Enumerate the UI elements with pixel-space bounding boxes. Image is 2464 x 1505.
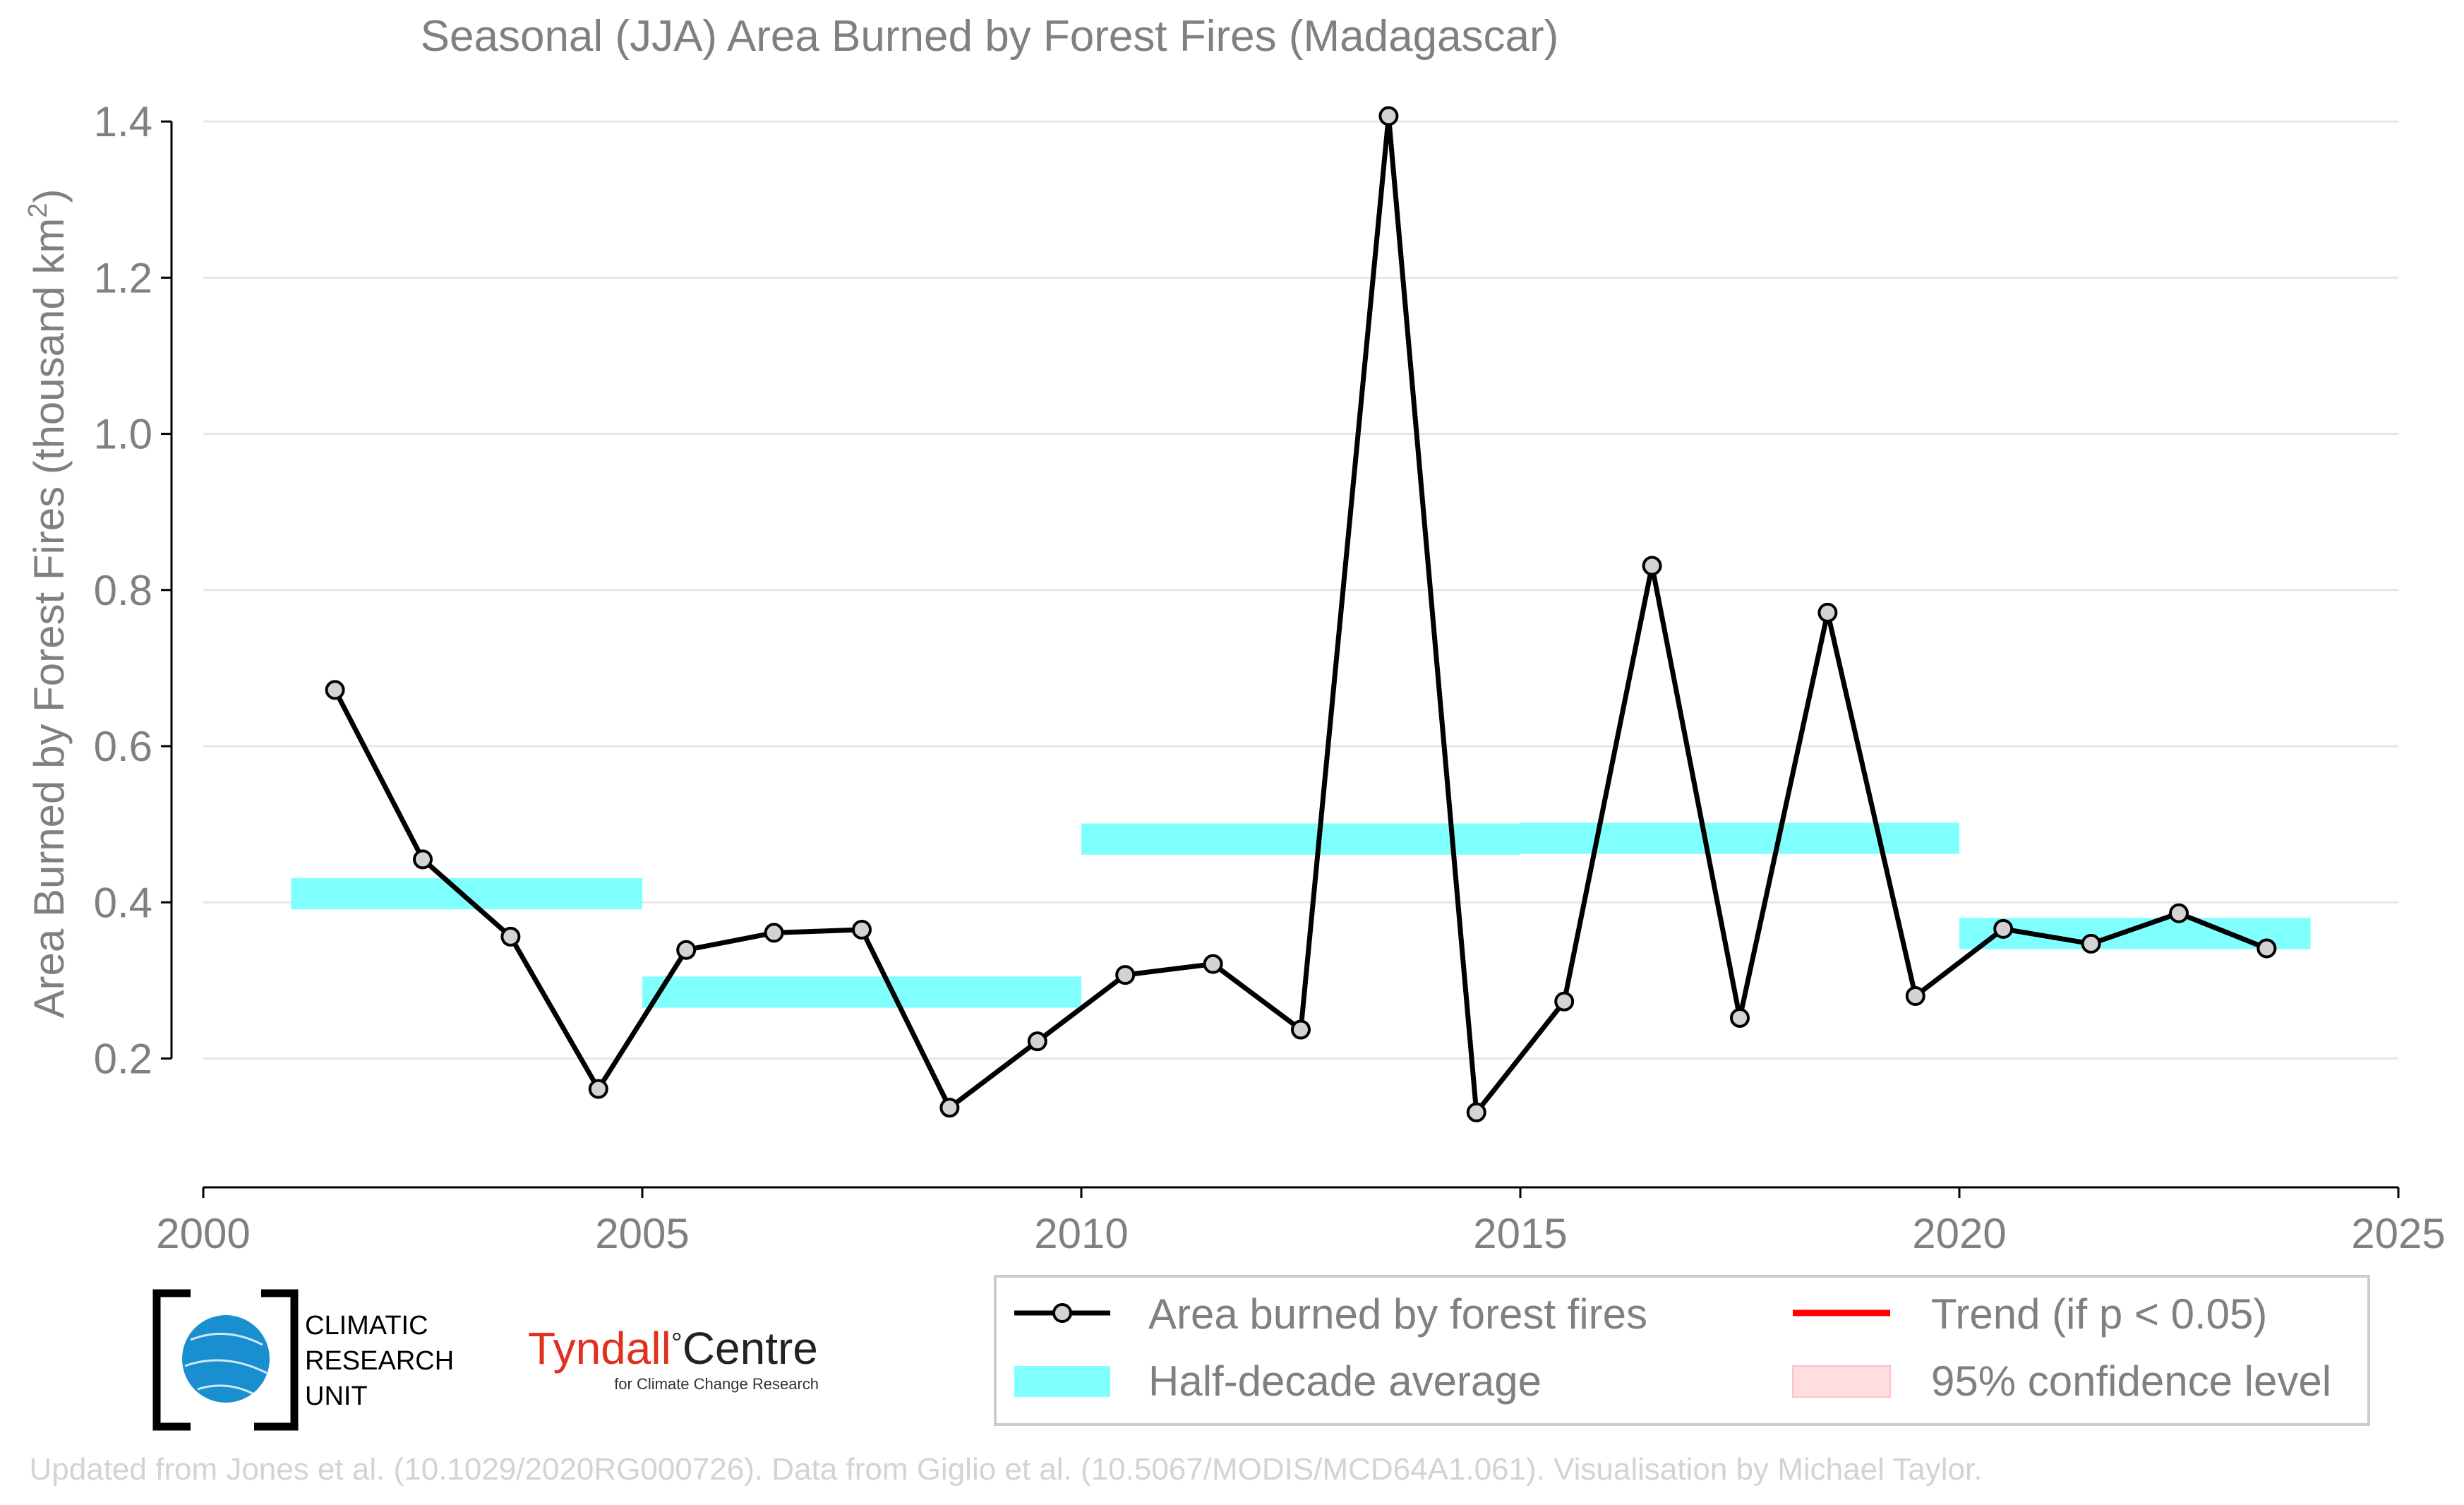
legend-label-half-decade: Half-decade average: [1148, 1357, 1541, 1405]
credit-text: Updated from Jones et al. (10.1029/2020R…: [30, 1452, 1983, 1487]
legend-band-half-decade: [1014, 1366, 1110, 1397]
data-point: [500, 926, 521, 947]
data-point: [1554, 991, 1575, 1012]
half-decade-band: [642, 976, 1081, 1008]
half-decade-band: [1520, 822, 1959, 854]
y-tick-label: 1.2: [94, 254, 152, 301]
series-layer: [325, 106, 2277, 1122]
legend: Area burned by forest fires Trend (if p …: [994, 1275, 2370, 1426]
legend-frame: [994, 1275, 2370, 1426]
y-axis-label-superscript: 2: [23, 203, 53, 218]
tyndall-wordmark-red: Tyndall: [528, 1323, 671, 1374]
grid-lines: [203, 120, 2398, 1060]
legend-label-trend: Trend (if p < 0.05): [1931, 1290, 2267, 1338]
data-point: [1817, 602, 1838, 623]
y-tick-label: 1.4: [94, 98, 152, 145]
y-tick-label: 0.8: [94, 567, 152, 614]
legend-band-confidence: [1792, 1365, 1891, 1398]
y-tick-label: 1.0: [94, 411, 152, 458]
cru-text-line1: CLIMATIC: [305, 1311, 428, 1341]
data-point: [1378, 106, 1399, 126]
x-tick-label: 2000: [156, 1210, 250, 1257]
data-point: [1291, 1019, 1311, 1040]
cru-globe-lines: [184, 1333, 268, 1396]
half-decade-band: [1081, 823, 1520, 855]
cru-logo: CLIMATIC RESEARCH UNIT: [152, 1289, 454, 1431]
data-point: [2169, 903, 2189, 923]
tyndall-wordmark-dark: Centre: [683, 1323, 818, 1374]
data-point: [939, 1098, 960, 1118]
data-point: [1730, 1007, 1750, 1028]
tyndall-degree: °: [671, 1328, 683, 1359]
data-point: [1642, 556, 1662, 576]
data-point: [2256, 938, 2277, 959]
data-point: [2081, 933, 2101, 954]
half-decade-bands: [291, 822, 2311, 1008]
data-point: [852, 919, 872, 940]
legend-marker-fires: [1052, 1303, 1072, 1323]
y-axis-label-main: Area Burned by Forest Fires (thousand km: [25, 218, 73, 1019]
legend-label-fires: Area burned by forest fires: [1148, 1290, 1647, 1338]
cru-bracket-right: [254, 1289, 299, 1431]
cru-text-line3: UNIT: [305, 1381, 368, 1411]
y-axis-label: Area Burned by Forest Fires (thousand km…: [23, 189, 73, 1019]
data-point: [764, 923, 784, 943]
cru-bracket-left: [152, 1289, 191, 1431]
data-point: [676, 940, 697, 960]
series-line-fires: [332, 113, 2268, 1115]
y-tick-label: 0.6: [94, 723, 152, 770]
x-tick-label: 2010: [1034, 1210, 1128, 1257]
y-tick-label: 0.4: [94, 879, 152, 926]
x-tick-label: 2005: [595, 1210, 689, 1257]
x-tick-label: 2025: [2351, 1210, 2445, 1257]
x-tick-label: 2020: [1912, 1210, 2006, 1257]
data-point: [1466, 1102, 1486, 1122]
data-point: [1027, 1031, 1047, 1052]
data-point: [325, 680, 345, 700]
x-tick-label: 2015: [1473, 1210, 1567, 1257]
y-axis-label-close: ): [25, 189, 73, 203]
data-point: [1993, 918, 2014, 939]
half-decade-band: [291, 877, 642, 910]
cru-text-line2: RESEARCH: [305, 1346, 454, 1376]
tyndall-logo: Tyndall°Centre for Climate Change Resear…: [528, 1323, 819, 1393]
cru-globe-icon: [182, 1315, 270, 1403]
data-point: [1203, 954, 1223, 974]
data-point: [1115, 965, 1136, 985]
tyndall-wordmark: Tyndall°Centre: [528, 1323, 818, 1374]
legend-label-confidence: 95% confidence level: [1931, 1357, 2331, 1405]
data-point: [1905, 985, 1925, 1006]
tyndall-subtitle: for Climate Change Research: [614, 1375, 819, 1393]
axes: 0.2 0.4 0.6 0.8 1.0 1.2 1.4 2000 2005 2010 2015 202…: [94, 98, 2446, 1257]
y-tick-label: 0.2: [94, 1035, 152, 1082]
chart-title: Seasonal (JJA) Area Burned by Forest Fir…: [421, 12, 1559, 61]
data-point: [413, 849, 433, 870]
data-point: [588, 1079, 608, 1099]
